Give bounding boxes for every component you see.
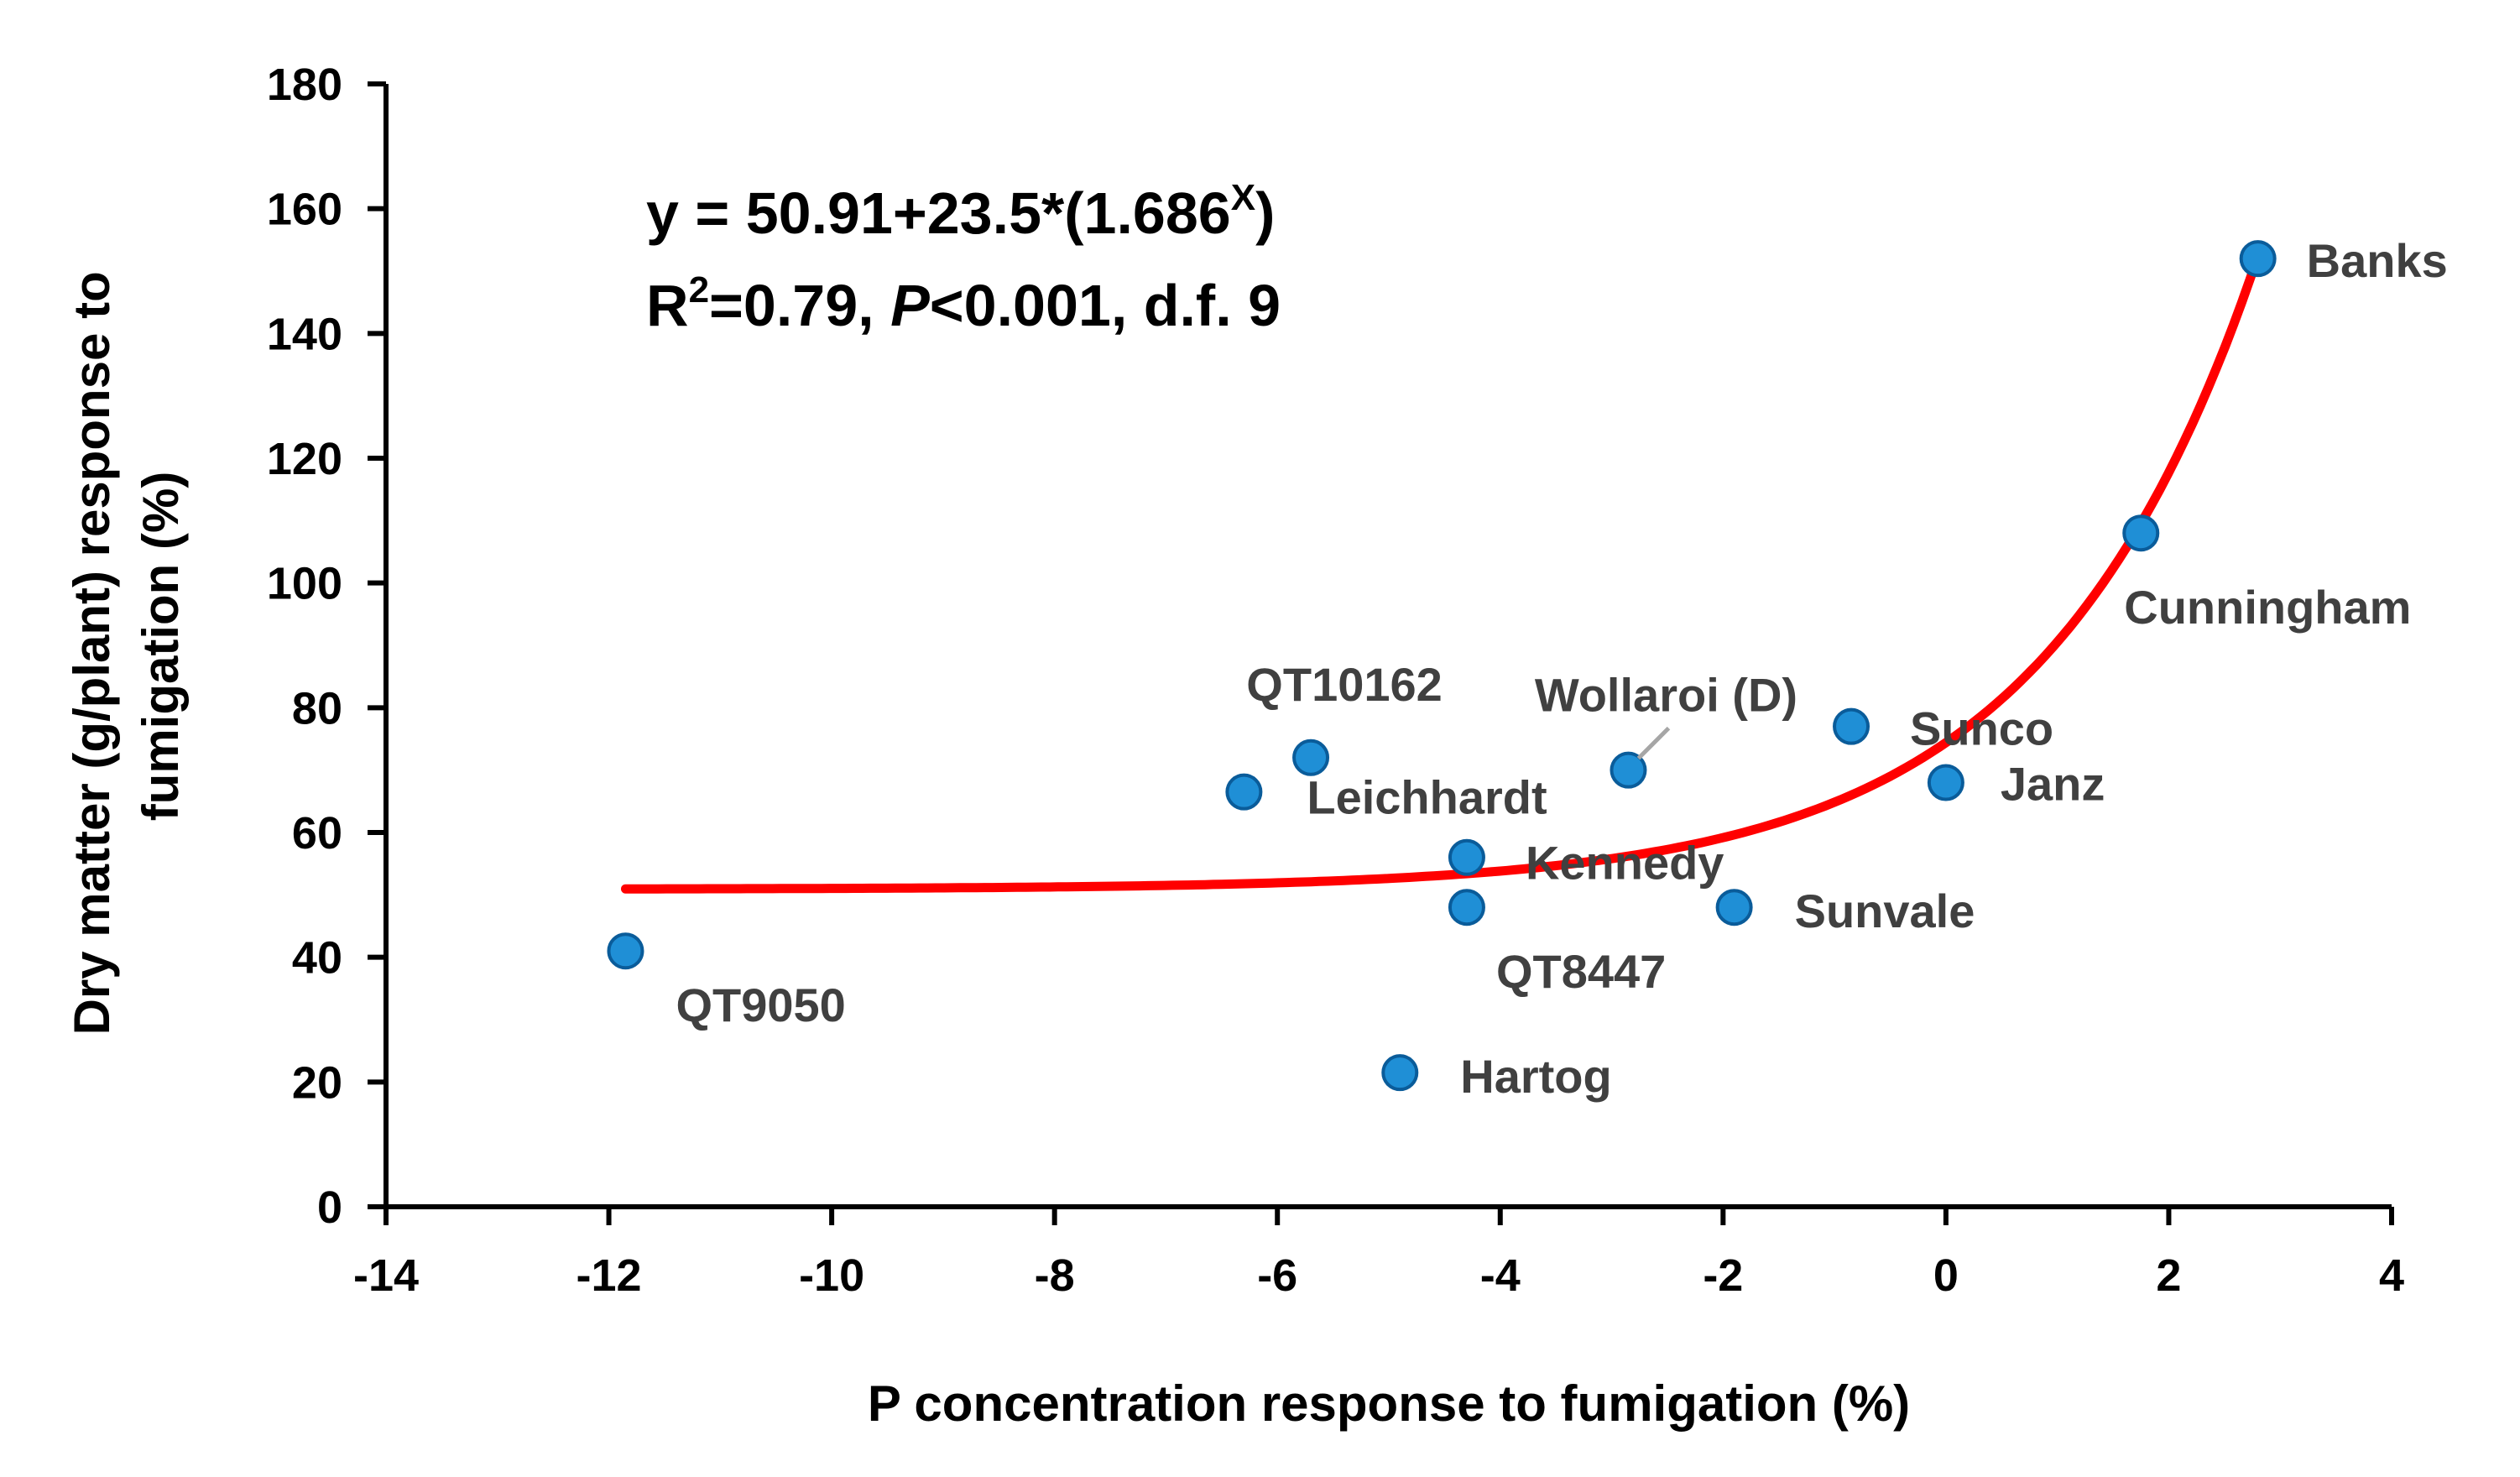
fit-group [621, 251, 2263, 894]
data-point-wollaroi-d [1610, 751, 1647, 789]
point-label-wollaroi-d: Wollaroi (D) [1535, 669, 1797, 722]
point-label-sunvale: Sunvale [1795, 885, 1975, 937]
data-point-qt10162 [1292, 738, 1330, 776]
point-label-leichhardt: Leichhardt [1307, 771, 1547, 824]
y-tick-label: 160 [267, 185, 342, 235]
label-leader-line [1636, 726, 1671, 760]
x-axis-title: P concentration response to fumigation (… [868, 1375, 1910, 1432]
x-tick-label: -12 [577, 1250, 642, 1301]
point-label-hartog: Hartog [1460, 1050, 1611, 1103]
x-tick-label: -10 [799, 1250, 864, 1301]
x-tick-label: 0 [1933, 1250, 1959, 1301]
equation-line-2: R2=0.79, P<0.001, d.f. 9 [646, 269, 1281, 338]
point-label-sunco: Sunco [1910, 702, 2053, 755]
y-tick-label: 20 [292, 1057, 342, 1108]
point-label-qt9050: QT9050 [676, 979, 845, 1031]
y-tick-label: 40 [292, 933, 342, 984]
y-tick-label: 180 [267, 60, 342, 110]
y-axis-title-line-2: fumigation (%) [133, 472, 189, 822]
x-tick-label: 2 [2156, 1250, 2181, 1301]
fit-curve [621, 251, 2263, 894]
y-tick-label: 0 [317, 1182, 342, 1233]
y-ticks: 0 20 40 60 80 100 120 140 160 180 [267, 60, 386, 1233]
data-point-cunningham [2122, 514, 2160, 552]
data-point-qt9050 [607, 932, 644, 970]
x-tick-label: -2 [1703, 1250, 1743, 1301]
data-point-sunvale [1715, 889, 1753, 926]
data-point-janz [1927, 764, 1964, 801]
point-label-banks: Banks [2307, 234, 2448, 287]
data-point-kennedy [1448, 838, 1485, 876]
point-label-qt10162: QT10162 [1246, 658, 1443, 711]
x-tick-label: 4 [2379, 1250, 2404, 1301]
x-ticks: -14 -12 -10 -8 -6 -4 -2 0 2 4 [353, 1207, 2404, 1301]
y-tick-label: 100 [267, 559, 342, 609]
x-tick-label: -14 [353, 1250, 419, 1301]
data-point-sunco [1833, 707, 1870, 745]
y-axis-title-line-1: Dry matter (g/plant) response to [64, 271, 120, 1035]
x-tick-label: -4 [1480, 1250, 1521, 1301]
x-tick-label: -8 [1035, 1250, 1075, 1301]
y-tick-label: 120 [267, 434, 342, 484]
point-label-kennedy: Kennedy [1526, 837, 1724, 890]
y-tick-label: 60 [292, 808, 342, 859]
point-label-janz: Janz [2001, 758, 2105, 811]
equation-superscript: X [1231, 177, 1255, 218]
x-tick-label: -6 [1257, 1250, 1297, 1301]
equation-line-1: y = 50.91+23.5*(1.686X) [646, 177, 1275, 246]
data-point-hartog [1381, 1054, 1419, 1092]
point-label-cunningham: Cunningham [2124, 581, 2411, 634]
axes [383, 84, 2392, 1209]
data-point-banks [2239, 240, 2277, 278]
data-point-qt8447 [1448, 889, 1485, 926]
points-group [607, 240, 2277, 1092]
y-tick-label: 80 [292, 683, 342, 733]
data-point-leichhardt [1225, 773, 1263, 811]
point-label-qt8447: QT8447 [1496, 945, 1666, 998]
y-tick-label: 140 [267, 309, 342, 359]
y-axis-title: Dry matter (g/plant) response to fumigat… [64, 258, 189, 1036]
